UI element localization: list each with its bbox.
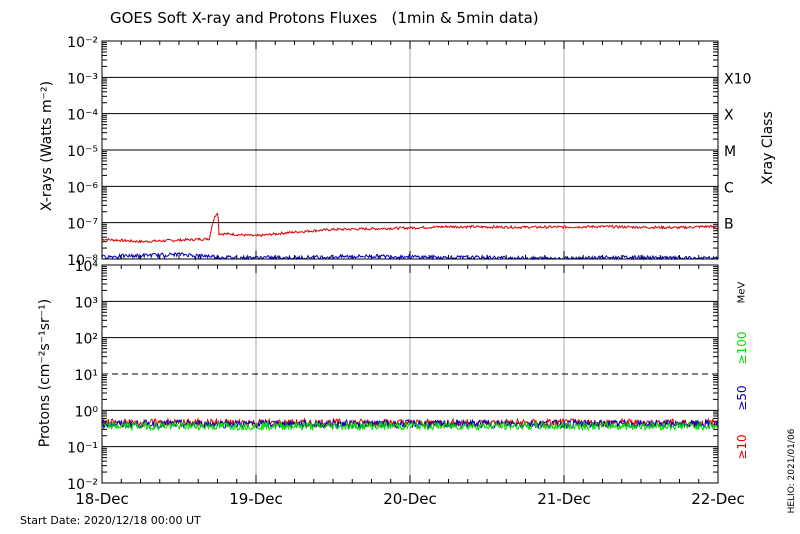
proton-series-line-2 [101, 420, 719, 432]
proton-y-tick-label: 10⁰ [75, 404, 99, 420]
proton-series-line-1 [101, 418, 719, 430]
xray-class-b: B [724, 217, 734, 233]
proton-unit-label: MeV [736, 281, 748, 304]
xray-class-x: X [724, 108, 734, 124]
proton-y-tick-label: 10⁻² [67, 477, 98, 493]
proton-y-tick-label: 10² [75, 332, 98, 348]
xray-y-tick-label: 10⁻³ [67, 71, 98, 87]
xray-y-tick-label: 10⁻⁷ [67, 217, 98, 233]
x-tick-label: 22-Dec [691, 490, 745, 508]
helio-stamp: HELIO: 2021/01/06 [787, 428, 797, 514]
xray-class-x10: X10 [724, 71, 751, 87]
proton-y-axis-label: Protons (cm⁻²s⁻¹sr⁻¹) [37, 298, 53, 448]
xray-class-label: Xray Class [760, 111, 776, 185]
xray-class-c: C [724, 180, 734, 196]
proton-panel-frame [101, 264, 719, 484]
proton-y-tick-label: 10³ [75, 295, 98, 311]
legend-ge50: ≥50 [735, 385, 749, 411]
xray-class-m: M [724, 144, 736, 160]
xray-y-tick-label: 10⁻⁶ [67, 180, 98, 196]
xray-panel-frame [101, 40, 719, 260]
legend-ge100: ≥100 [735, 331, 749, 365]
x-tick-label: 19-Dec [229, 490, 283, 508]
x-tick-label: 21-Dec [537, 490, 591, 508]
x-tick-label: 18-Dec [75, 490, 129, 508]
xray-y-tick-label: 10⁻⁵ [67, 144, 98, 160]
chart-title: GOES Soft X-ray and Protons Fluxes (1min… [110, 9, 539, 27]
proton-y-tick-label: 10¹ [75, 368, 98, 384]
xray-y-tick-label: 10⁻⁸ [67, 253, 98, 269]
legend-ge10: ≥10 [735, 434, 749, 460]
start-date-label: Start Date: 2020/12/18 00:00 UT [20, 514, 201, 527]
x-tick-label: 20-Dec [383, 490, 437, 508]
xray-series-line-1 [101, 251, 719, 261]
xray-y-tick-label: 10⁻⁴ [67, 108, 98, 124]
proton-y-tick-label: 10⁻¹ [67, 441, 98, 457]
xray-y-tick-label: 10⁻² [67, 35, 98, 51]
proton-y-tick-label: 10⁴ [75, 259, 99, 275]
xray-y-axis-label: X-rays (Watts m⁻²) [39, 80, 55, 212]
xray-series-line-0 [101, 212, 719, 244]
